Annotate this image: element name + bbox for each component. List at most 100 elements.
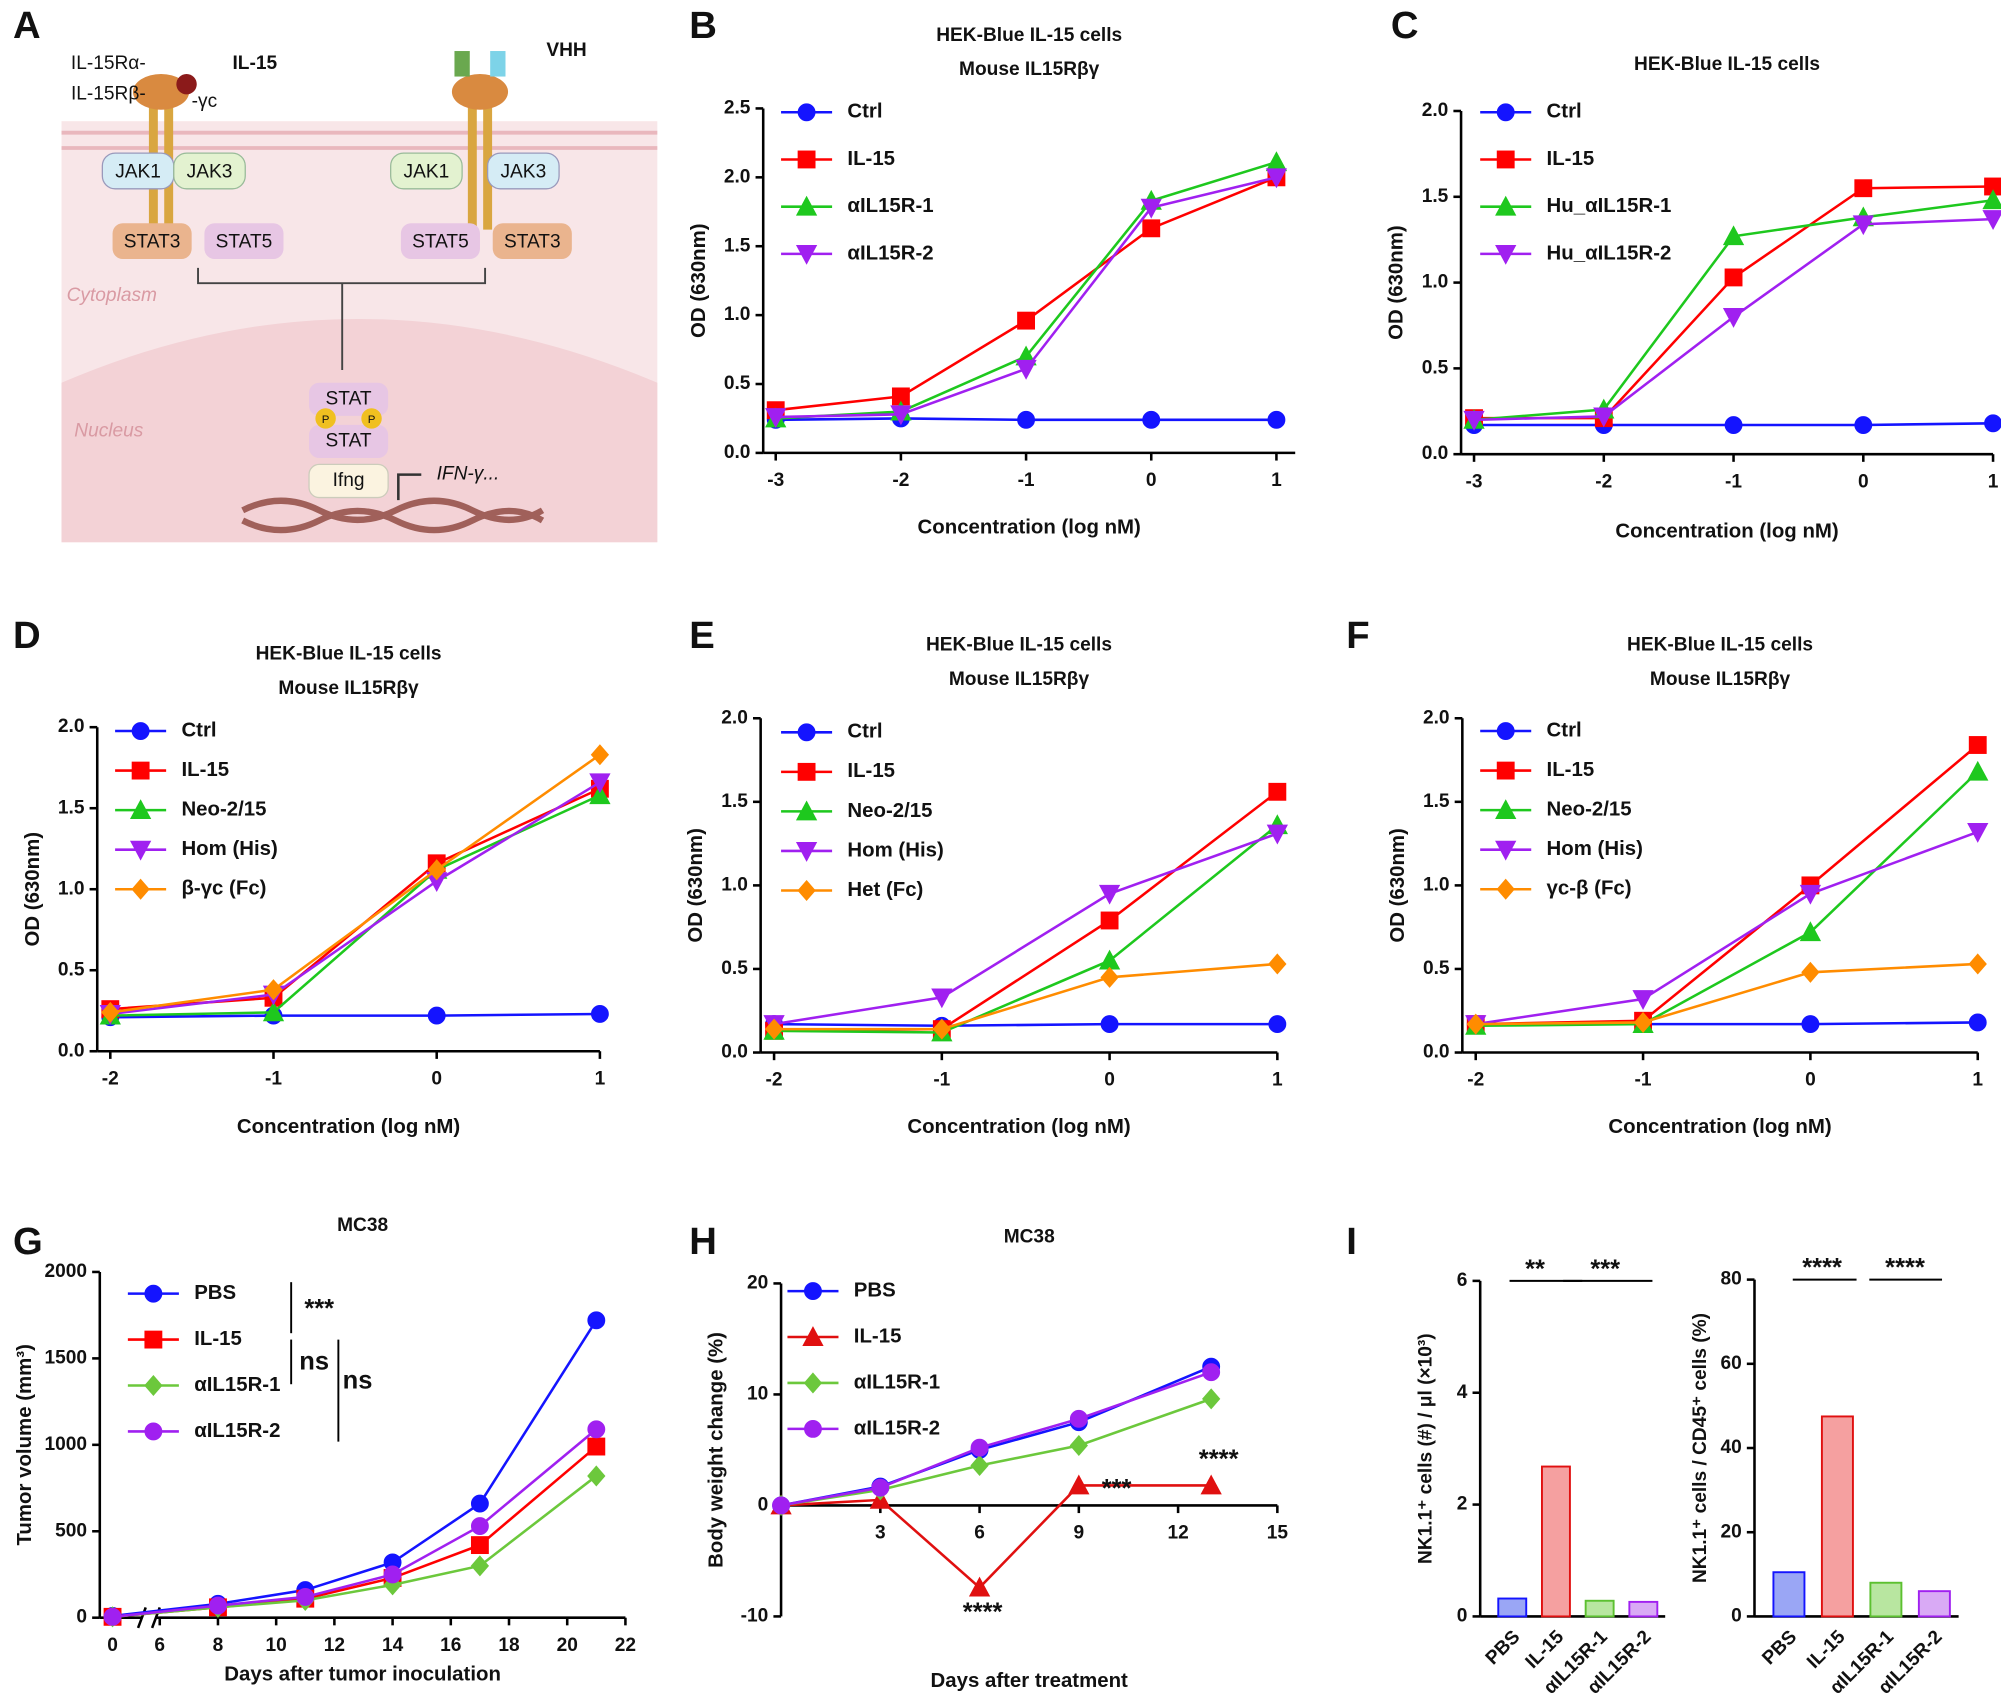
y-tick-label: 40 [1720, 1437, 1741, 1458]
series-line [774, 790, 1279, 1033]
chart-title: HEK-Blue IL-15 cells [1634, 54, 1820, 75]
marker [795, 195, 818, 216]
y-tick-label: 1.5 [58, 797, 85, 818]
chart: -10 0 10 20 3 6 9 12 15 MC38 Days after treatment B… [706, 1227, 1289, 1692]
phospho [361, 408, 382, 429]
chart: 0.0 0.5 1.0 1.5 2.0 -2 -1 0 1 HEK-Blue IL-15 cell… [685, 635, 1288, 1138]
jak-box [173, 152, 246, 190]
annotation: *** [1590, 1255, 1620, 1283]
x-tick-label: -1 [1725, 471, 1742, 492]
marker [1968, 1013, 1987, 1032]
marker [1801, 1015, 1820, 1034]
panel-label: H [689, 1220, 717, 1263]
marker [871, 1478, 890, 1497]
marker [1015, 359, 1037, 380]
marker [589, 773, 611, 794]
x-tick-label: 3 [875, 1523, 886, 1544]
marker [764, 1018, 784, 1040]
x-axis-label: Concentration (log nM) [1615, 520, 1838, 542]
chart-subtitle: Mouse IL15Rβγ [278, 678, 419, 699]
diagram-label: STAT [326, 388, 372, 409]
legend-label: γc-β (Fc) [1547, 878, 1632, 900]
chart-title: MC38 [337, 1215, 388, 1236]
marker [1632, 990, 1654, 1010]
legend-label: Hom (His) [847, 839, 943, 861]
marker [470, 1555, 490, 1577]
marker [1496, 150, 1515, 169]
y-tick-label: 4 [1457, 1382, 1468, 1403]
y-tick-label: 0.5 [1423, 958, 1450, 979]
bar [1820, 1415, 1854, 1618]
marker [427, 859, 446, 881]
chart-title: HEK-Blue IL-15 cells [926, 635, 1112, 656]
marker [131, 722, 150, 740]
x-tick-label: 0 [1805, 1070, 1816, 1091]
legend-label: Hu_αIL15R-1 [1547, 195, 1672, 217]
x-tick-label: -2 [766, 1070, 783, 1091]
marker [1799, 884, 1822, 905]
legend-label: αIL15R-1 [847, 195, 933, 217]
marker [1463, 410, 1485, 431]
legend-label: IL-15 [1547, 759, 1595, 781]
marker [1202, 1388, 1221, 1410]
series-line [110, 781, 601, 1016]
marker [932, 1018, 951, 1040]
marker [1496, 103, 1515, 122]
marker [590, 744, 610, 766]
y-tick-label: 1000 [44, 1434, 87, 1455]
y-tick-label: 1500 [44, 1347, 87, 1368]
x-tick-label: 0 [431, 1068, 442, 1089]
annotation: **** [1802, 1254, 1842, 1282]
marker [1266, 824, 1288, 845]
y-axis-label: OD (630nm) [685, 828, 707, 943]
y-tick-label: 0.0 [1422, 443, 1449, 464]
legend-label: Ctrl [1547, 719, 1582, 741]
x-tick-label: -1 [265, 1068, 282, 1089]
marker [1496, 722, 1515, 740]
diagram-label: STAT5 [412, 231, 469, 252]
legend-label: Hu_αIL15R-2 [1547, 242, 1672, 264]
y-axis-label: OD (630nm) [688, 223, 710, 338]
il15-ligand [176, 73, 197, 95]
marker [470, 1494, 489, 1513]
marker [931, 988, 953, 1009]
annotation: **** [1885, 1254, 1925, 1282]
x-tick-label: -2 [102, 1068, 119, 1089]
bar [1869, 1581, 1903, 1618]
series-line [112, 1428, 598, 1619]
marker [797, 103, 816, 122]
marker [587, 1465, 606, 1487]
legend-label: Hom (His) [1547, 838, 1643, 860]
marker [1724, 268, 1743, 287]
y-tick-label: 2.0 [1422, 100, 1449, 121]
chart: 0.0 0.5 1.0 1.5 2.0 -3 -2 -1 0 1 HEK-Blue IL-15 ce… [1386, 54, 2001, 542]
marker [797, 150, 816, 169]
panel-label: I [1346, 1220, 1357, 1263]
legend-label: αIL15R-2 [847, 242, 933, 264]
marker [383, 1565, 402, 1584]
y-tick-label: 60 [1720, 1353, 1741, 1374]
marker [131, 878, 150, 900]
vhh-domain [490, 51, 506, 77]
panel-label: E [689, 614, 715, 657]
diagram-label: STAT3 [124, 231, 181, 252]
marker [1495, 244, 1517, 265]
y-tick-label: 0.0 [721, 1042, 748, 1063]
transcription-arrow [397, 473, 422, 501]
x-tick-label: 10 [266, 1635, 287, 1656]
marker [1982, 210, 2001, 231]
legend-label: Ctrl [181, 719, 216, 741]
y-tick-label: 10 [747, 1383, 768, 1404]
series-line [1475, 962, 1978, 1026]
marker [1068, 1474, 1090, 1495]
series-line [780, 1484, 1212, 1590]
diagram-label: STAT3 [504, 231, 561, 252]
x-tick-label: -2 [1467, 1070, 1484, 1091]
chart: 0.0 0.5 1.0 1.5 2.0 -2 -1 0 1 HEK-Blue IL-15 cell… [22, 644, 611, 1138]
marker [587, 1420, 606, 1439]
marker [129, 840, 152, 861]
legend-label: β-γc (Fc) [181, 878, 266, 900]
marker [1265, 151, 1288, 172]
marker [129, 799, 152, 820]
